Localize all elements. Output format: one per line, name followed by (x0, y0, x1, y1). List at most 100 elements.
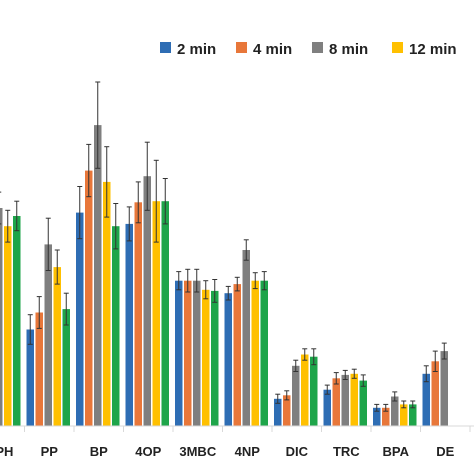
x-tick-label-4np: 4NP (235, 444, 261, 459)
bar-de-s0 (422, 373, 430, 426)
bar-dic-s2 (292, 365, 300, 426)
error-bar-bp-s2 (95, 81, 101, 169)
legend-label-1: 4 min (253, 41, 292, 58)
legend-label-3: 12 min (409, 41, 457, 58)
error-bar-de-s2 (441, 342, 447, 360)
error-bar-3mbc-s2 (194, 268, 200, 293)
bar-pp-s2 (44, 244, 52, 426)
error-bar-bph-s2 (0, 191, 2, 225)
bar-3mbc-s0 (175, 280, 183, 426)
error-bar-dic-s1 (284, 390, 290, 401)
error-bar-pp-s4 (63, 292, 69, 326)
bar-4np-s3 (251, 280, 259, 426)
legend-swatch-3 (392, 42, 403, 53)
bar-dic-s4 (310, 356, 318, 426)
bar-pp-s4 (62, 309, 70, 426)
bar-pp-s3 (53, 267, 61, 426)
x-tick-marks (24, 426, 471, 432)
bar-trc-s0 (323, 389, 331, 426)
error-bar-dic-s2 (293, 359, 299, 372)
bar-3mbc-s4 (211, 290, 219, 426)
error-bar-de-s1 (432, 350, 438, 372)
error-bar-bp-s3 (104, 146, 110, 218)
bar-dic-s1 (283, 395, 291, 426)
error-bar-trc-s4 (360, 374, 366, 387)
x-tick-labels: BPH PP BP 4OP 3MBC 4NP DIC TRC BPA DE (0, 444, 455, 459)
error-bar-4op-s1 (135, 181, 141, 224)
bar-bp-s0 (76, 212, 84, 426)
bar-bp-s1 (85, 170, 93, 426)
bar-trc-s2 (341, 374, 349, 426)
error-bar-4np-s4 (261, 271, 267, 291)
error-bar-bpa-s0 (374, 403, 380, 412)
x-tick-label-4op: 4OP (135, 444, 161, 459)
error-bar-3mbc-s1 (185, 268, 191, 293)
error-bar-dic-s4 (311, 348, 317, 366)
error-bar-bph-s3 (5, 209, 11, 243)
bar-bp-s3 (103, 181, 111, 426)
error-bar-4op-s2 (144, 141, 150, 211)
error-bar-pp-s2 (45, 217, 51, 271)
error-bar-trc-s0 (324, 384, 330, 395)
error-bar-bp-s4 (113, 203, 119, 250)
bar-trc-s1 (332, 378, 340, 426)
bar-trc-s3 (350, 373, 358, 426)
error-bar-bph-s4 (14, 200, 20, 232)
bar-bpa-s4 (409, 404, 417, 426)
legend-swatch-2 (312, 42, 323, 53)
error-bar-trc-s3 (351, 368, 357, 379)
bar-4np-s1 (233, 284, 241, 426)
bar-pp-s1 (35, 312, 43, 426)
error-bar-4np-s3 (252, 272, 258, 290)
error-bar-pp-s1 (36, 296, 42, 329)
bar-4op-s3 (152, 201, 160, 426)
error-bar-bpa-s4 (410, 400, 416, 409)
error-bar-trc-s1 (333, 372, 339, 385)
bar-4op-s2 (143, 176, 151, 426)
bar-4np-s2 (242, 250, 250, 426)
bar-bpa-s2 (391, 396, 399, 426)
bar-4op-s4 (161, 201, 169, 426)
x-tick-label-3mbc: 3MBC (179, 444, 216, 459)
error-bar-bpa-s2 (392, 391, 398, 402)
error-bar-4np-s1 (234, 276, 240, 292)
x-tick-label-de: DE (436, 444, 454, 459)
error-bar-4op-s4 (162, 178, 168, 225)
legend-label-0: 2 min (177, 41, 216, 58)
bar-4np-s0 (224, 293, 232, 426)
error-bar-3mbc-s3 (203, 280, 209, 300)
error-bar-pp-s0 (27, 314, 33, 345)
x-tick-label-bph: BPH (0, 444, 13, 459)
bar-trc-s4 (359, 380, 367, 426)
bar-bpa-s0 (373, 407, 381, 426)
x-tick-label-dic: DIC (286, 444, 309, 459)
bar-bpa-s1 (382, 407, 390, 426)
bar-dic-s3 (301, 354, 309, 426)
bar-bph-s2 (0, 208, 3, 426)
bar-bph-s4 (13, 216, 21, 426)
error-bar-bp-s1 (86, 143, 92, 198)
bar-bpa-s3 (400, 404, 408, 426)
bar-4np-s4 (260, 280, 268, 426)
bar-4op-s1 (134, 202, 142, 426)
error-bar-3mbc-s0 (176, 271, 182, 291)
legend-swatch-0 (160, 42, 171, 53)
bar-bp-s2 (94, 125, 102, 426)
legend-swatch-1 (236, 42, 247, 53)
error-bar-3mbc-s4 (212, 279, 218, 303)
error-bar-bp-s0 (77, 186, 83, 240)
x-tick-label-bpa: BPA (383, 444, 410, 459)
x-tick-label-trc: TRC (333, 444, 360, 459)
bar-bp-s4 (112, 226, 120, 426)
bar-de-s1 (431, 361, 439, 426)
bars-layer (0, 125, 448, 426)
error-bar-4np-s0 (225, 285, 231, 301)
error-bar-trc-s2 (342, 369, 348, 380)
error-bar-bpa-s1 (383, 403, 389, 412)
bar-pp-s0 (26, 329, 34, 426)
error-bar-de-s0 (423, 365, 429, 383)
x-tick-label-pp: PP (41, 444, 59, 459)
bar-3mbc-s3 (202, 289, 210, 426)
error-bar-dic-s3 (302, 348, 308, 361)
